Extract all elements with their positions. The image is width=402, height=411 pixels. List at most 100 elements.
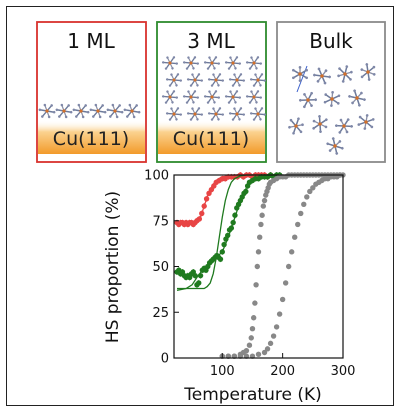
molecule-icon (186, 73, 204, 87)
molecule-icon (123, 103, 141, 119)
molecule-icon (203, 90, 221, 104)
y-tick-label: 100 (144, 169, 169, 184)
data-point (254, 263, 260, 270)
x-tick-label: 300 (331, 364, 356, 379)
molecule-icon (182, 90, 200, 104)
molecule-icon (106, 103, 124, 119)
data-point (259, 212, 265, 218)
molecule-icon (182, 56, 200, 70)
data-point (288, 249, 295, 255)
molecule-icon (224, 90, 242, 104)
data-point (285, 263, 292, 270)
cu-substrate-3ml (158, 120, 265, 154)
data-point (273, 324, 280, 330)
molecule-icon (360, 63, 376, 81)
molecule-icon (249, 107, 267, 121)
molecule-icon (337, 65, 353, 83)
molecule-icon (348, 89, 366, 107)
data-point (255, 249, 262, 255)
panel-1ml: 1 ML Cu(111) (36, 21, 147, 163)
molecule-icon (161, 56, 179, 70)
fit-line (177, 174, 271, 224)
data-point (295, 221, 301, 228)
molecule-icon (249, 73, 267, 87)
molecule-icon (224, 56, 242, 70)
molecule-icon (299, 91, 317, 109)
data-point (270, 333, 277, 339)
molecule-icon (357, 114, 375, 130)
molecule-icon (228, 107, 246, 121)
panel-bulk-border (276, 21, 386, 163)
molecule-icon (72, 103, 90, 119)
plot-area (174, 172, 346, 359)
molecule-icon (323, 91, 341, 107)
data-point (276, 311, 283, 317)
data-point (250, 315, 257, 321)
cu-substrate-1ml (38, 120, 145, 154)
panel-1ml-title: 1 ML (67, 29, 115, 53)
data-point (252, 300, 258, 306)
y-tick-label: 75 (152, 214, 169, 229)
data-point (304, 194, 310, 200)
data-point (301, 201, 307, 207)
data-point (279, 296, 286, 303)
molecule-icon (207, 107, 225, 121)
fit-line (177, 174, 280, 290)
data-point (248, 335, 254, 341)
panel-3ml-title: 3 ML (187, 29, 235, 53)
data-point (196, 280, 202, 286)
series-3 (177, 174, 280, 290)
molecule-icon (228, 73, 246, 87)
figure-frame (6, 6, 394, 406)
data-point (261, 349, 268, 356)
x-tick-label: 200 (270, 364, 295, 379)
y-tick-label: 0 (161, 352, 169, 367)
data-point (257, 234, 263, 240)
data-point (243, 347, 250, 354)
data-point (246, 342, 253, 348)
y-tick-label: 50 (152, 260, 169, 275)
substrate-label-1ml: Cu(111) (53, 128, 129, 150)
molecule-icon (288, 117, 304, 135)
y-axis-label: HS proportion (%) (103, 191, 123, 343)
molecule-icon (312, 115, 328, 133)
substrate-label-3ml: Cu(111) (173, 128, 249, 150)
molecule-icon (165, 107, 183, 121)
data-point (298, 210, 304, 217)
series-4 (176, 174, 280, 291)
data-point (307, 188, 313, 195)
data-point (255, 351, 262, 358)
data-point (260, 203, 267, 209)
data-point (310, 185, 316, 191)
data-point (292, 234, 298, 240)
molecule-icon (161, 90, 179, 104)
x-axis-label: Temperature (K) (183, 385, 322, 405)
molecule-icon (38, 103, 56, 119)
data-point (282, 280, 289, 286)
molecule-bulk-crystal (288, 63, 376, 155)
data-point (267, 340, 274, 347)
molecule-icon (313, 67, 331, 85)
molecule-icon (326, 137, 344, 155)
molecule-icon (335, 118, 353, 134)
x-tick-label: 100 (210, 364, 235, 379)
data-point (249, 326, 256, 332)
molecule-monolayer (38, 103, 141, 119)
molecule-icon (165, 73, 183, 87)
molecule-icon (245, 56, 263, 70)
molecule-icon (89, 103, 107, 119)
hs-proportion-chart: 0 25 50 75 100 100 200 300 Temperature (K) HS p… (103, 169, 355, 406)
molecule-icon (245, 90, 263, 104)
molecule-icon (55, 103, 73, 119)
fit-line (176, 174, 280, 291)
data-point (258, 221, 264, 228)
axes: 0 25 50 75 100 100 200 300 (144, 169, 355, 380)
panel-bulk: Bulk (276, 21, 386, 163)
series-1 (177, 174, 271, 224)
molecule-trilayer (161, 56, 267, 121)
molecule-icon (207, 73, 225, 87)
y-tick-label: 25 (152, 306, 169, 321)
data-point (217, 256, 224, 262)
panel-bulk-title: Bulk (309, 29, 353, 53)
